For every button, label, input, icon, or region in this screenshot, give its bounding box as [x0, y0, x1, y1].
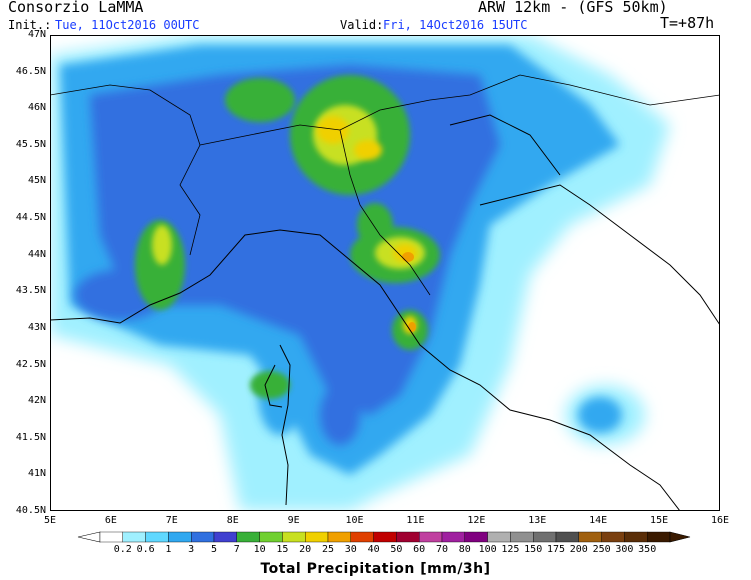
- legend-threshold-label: 250: [592, 544, 611, 555]
- lat-tick-label: 42N: [27, 395, 46, 407]
- legend-title: Total Precipitation [mm/3h]: [260, 561, 491, 577]
- legend-threshold-label: 15: [276, 544, 289, 555]
- lat-tick-label: 44N: [27, 248, 46, 260]
- color-legend: [77, 531, 691, 543]
- lon-tick-label: 6E: [104, 515, 117, 526]
- lat-tick-label: 46.5N: [15, 65, 46, 77]
- legend-swatch: [122, 531, 146, 543]
- legend-swatch: [441, 531, 465, 543]
- lon-tick-label: 16E: [710, 515, 730, 526]
- legend-swatch: [350, 531, 374, 543]
- legend-threshold-label: 25: [321, 544, 335, 555]
- borders: [50, 74, 720, 296]
- legend-swatch: [145, 531, 169, 543]
- lat-tick-label: 40.5N: [15, 505, 46, 516]
- legend-swatch: [464, 531, 488, 543]
- legend-swatch: [99, 531, 123, 543]
- legend-threshold-label: 60: [413, 544, 426, 555]
- model-label: ARW 12km - (GFS 50km): [478, 0, 668, 16]
- legend-swatch: [510, 531, 534, 543]
- legend-threshold-label: 0.2: [113, 544, 132, 555]
- legend-threshold-label: 3: [188, 544, 195, 555]
- map-frame: [50, 35, 720, 511]
- legend-swatch: [555, 531, 579, 543]
- lon-tick-label: 11E: [406, 515, 425, 526]
- legend-swatch: [487, 531, 511, 543]
- lon-tick-label: 13E: [528, 515, 547, 526]
- legend-swatch: [282, 531, 306, 543]
- legend-arrow-right: [669, 531, 691, 543]
- legend-threshold-label: 300: [615, 544, 634, 555]
- lat-tick-label: 45N: [27, 175, 46, 187]
- lon-tick-label: 7E: [165, 515, 178, 526]
- legend-swatch: [259, 531, 283, 543]
- legend-threshold-label: 7: [233, 544, 240, 555]
- lon-tick-label: 10E: [345, 515, 364, 526]
- legend-threshold-label: 200: [569, 544, 588, 555]
- valid-value: Fri, 14Oct2016 15UTC: [383, 18, 528, 32]
- lat-tick-label: 46N: [27, 102, 46, 114]
- lat-tick-label: 45.5N: [15, 138, 46, 150]
- legend-swatch: [624, 531, 648, 543]
- lat-tick-label: 43.5N: [15, 285, 46, 297]
- legend-threshold-label: 100: [478, 544, 497, 555]
- legend-swatch: [168, 531, 192, 543]
- legend-arrow-left: [77, 531, 101, 543]
- legend-swatch: [213, 531, 237, 543]
- precipitation-map: [50, 35, 720, 511]
- app-title: Consorzio LaMMA: [8, 0, 144, 16]
- lat-tick-label: 41.5N: [15, 431, 46, 443]
- legend-threshold-label: 70: [435, 544, 449, 555]
- legend-threshold-label: 20: [299, 544, 312, 555]
- legend-swatch: [578, 531, 602, 543]
- coastlines: [50, 114, 720, 511]
- lat-tick-label: 41N: [27, 468, 46, 480]
- legend-swatch: [533, 531, 557, 543]
- legend-threshold-label: 80: [458, 544, 471, 555]
- legend-swatch: [647, 531, 671, 543]
- forecast-step: T=+87h: [660, 14, 715, 32]
- valid-label: Valid:: [340, 18, 384, 32]
- lat-tick-label: 44.5N: [15, 212, 46, 224]
- legend-threshold-label: 10: [253, 544, 266, 555]
- legend-swatch: [190, 531, 215, 543]
- lon-tick-label: 14E: [589, 515, 608, 526]
- lon-tick-label: 12E: [467, 515, 486, 526]
- legend-swatch: [373, 531, 397, 543]
- init-label: Init.:: [8, 18, 52, 32]
- legend-threshold-label: 40: [367, 544, 380, 555]
- legend-threshold-label: 30: [344, 544, 357, 555]
- precip-band-yellow: [317, 116, 417, 334]
- lon-tick-label: 8E: [226, 515, 239, 526]
- lon-tick-label: 5E: [43, 515, 57, 526]
- lon-tick-label: 15E: [650, 515, 669, 526]
- lat-tick-label: 43N: [27, 321, 46, 333]
- legend-swatch: [327, 531, 351, 543]
- lon-tick-label: 9E: [287, 515, 300, 526]
- legend-threshold-label: 350: [638, 544, 657, 555]
- legend-threshold-label: 175: [546, 544, 566, 555]
- legend-swatch: [396, 531, 420, 543]
- legend-swatch: [305, 531, 329, 543]
- lat-tick-label: 47N: [27, 29, 46, 40]
- legend-threshold-label: 150: [524, 544, 543, 555]
- init-value: Tue, 11Oct2016 00UTC: [55, 18, 200, 32]
- legend-swatch: [601, 531, 625, 543]
- legend-swatch: [419, 531, 443, 543]
- legend-threshold-label: 50: [390, 544, 403, 555]
- lat-tick-label: 42.5N: [15, 358, 46, 370]
- legend-threshold-label: 1: [165, 544, 172, 555]
- legend-threshold-label: 0.6: [136, 544, 155, 555]
- legend-swatch: [236, 531, 260, 543]
- legend-threshold-label: 5: [210, 544, 218, 555]
- legend-threshold-label: 125: [501, 544, 520, 555]
